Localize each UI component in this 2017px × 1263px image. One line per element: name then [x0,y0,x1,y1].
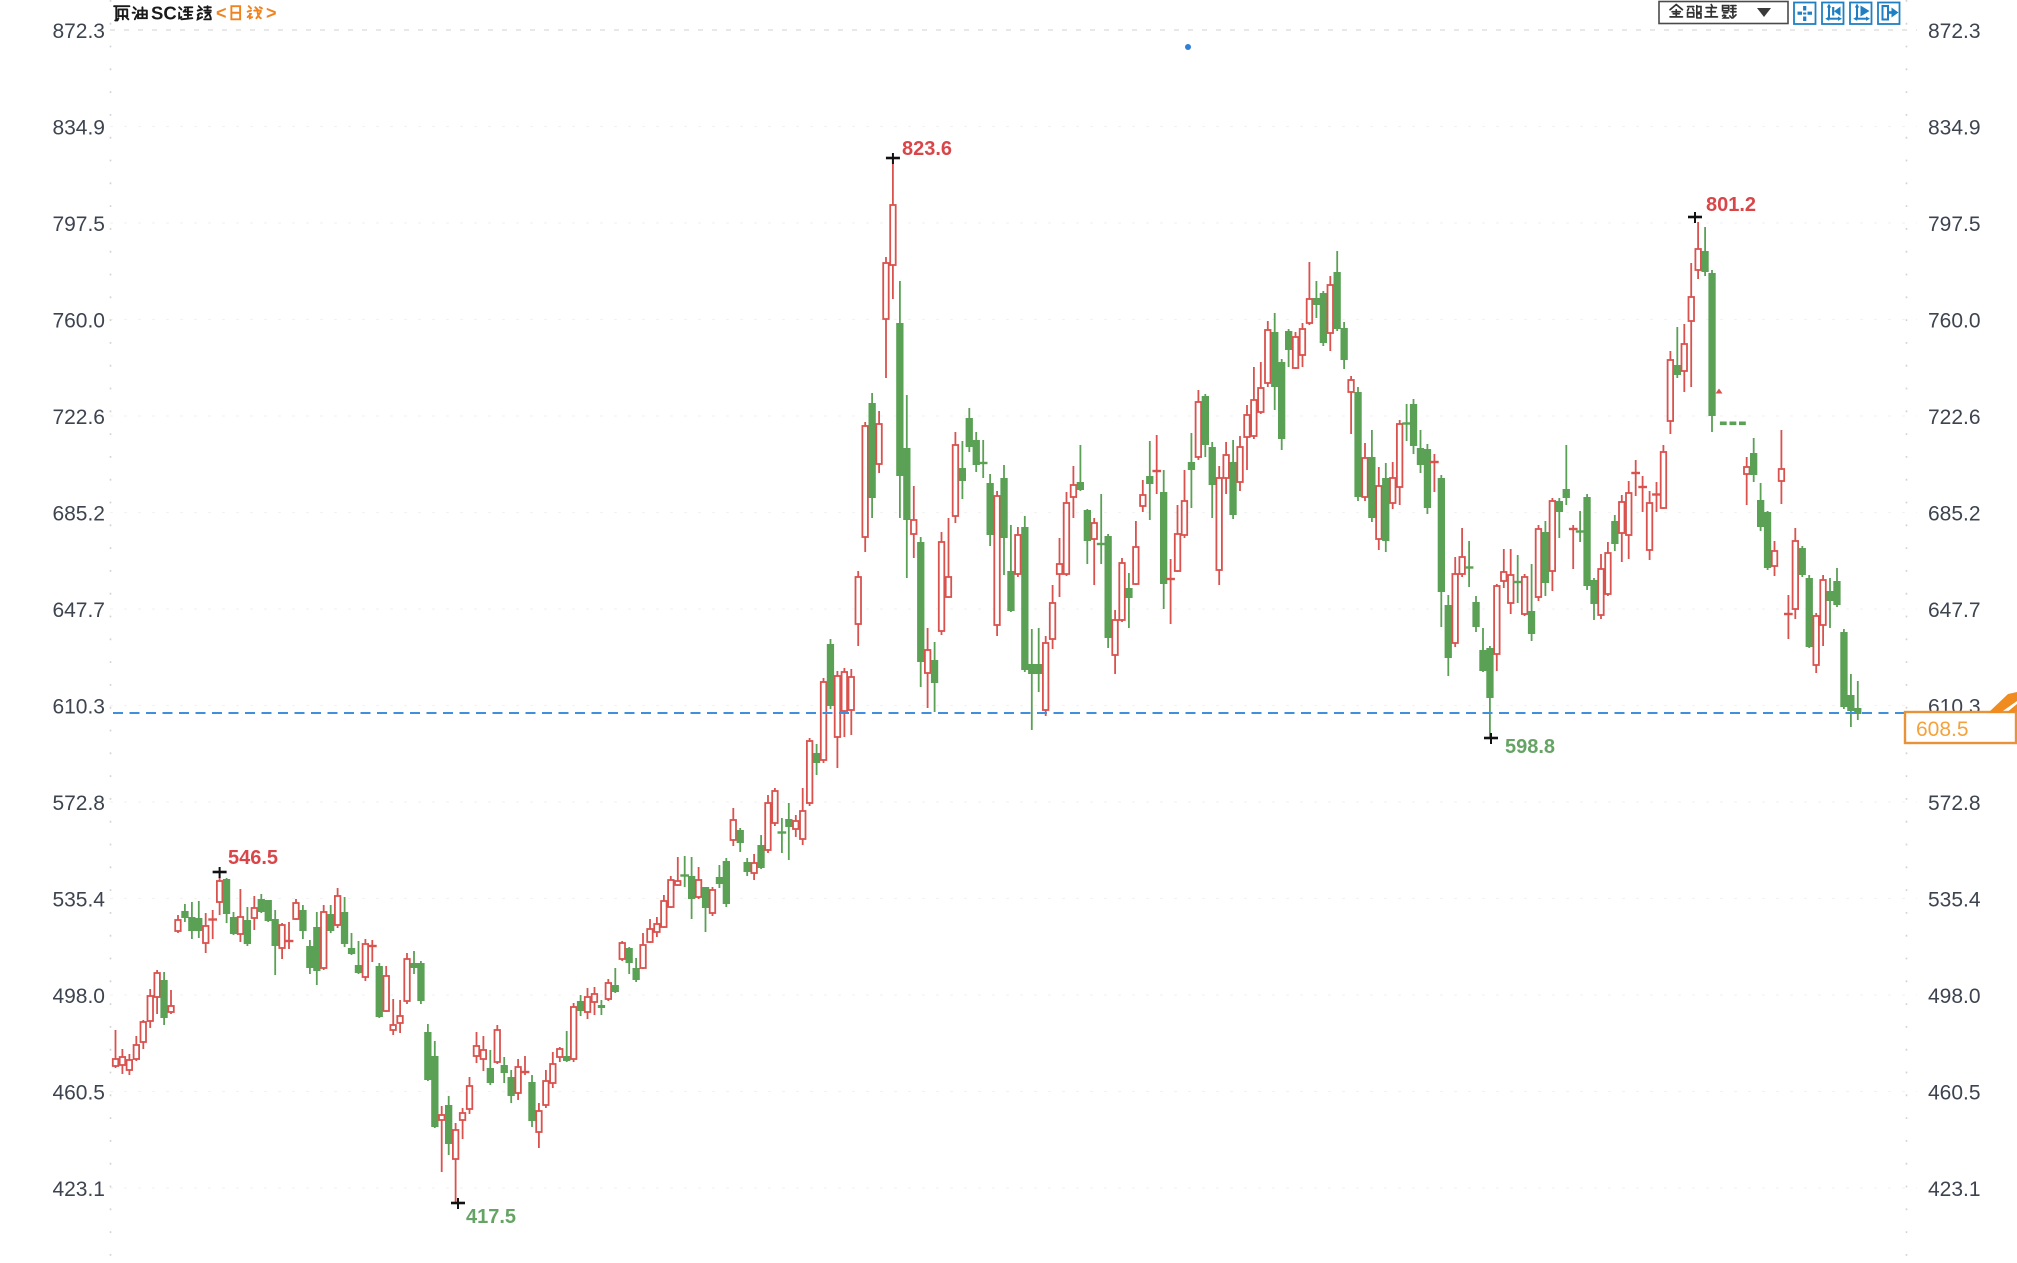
svg-text:535.4: 535.4 [52,889,105,912]
svg-text:498.0: 498.0 [52,985,105,1008]
svg-text:801.2: 801.2 [1706,194,1756,216]
svg-text:797.5: 797.5 [52,213,105,236]
svg-text:608.5: 608.5 [1916,718,1969,741]
svg-text:460.5: 460.5 [1928,1082,1981,1105]
svg-text:797.5: 797.5 [1928,213,1981,236]
svg-text:417.5: 417.5 [466,1206,516,1228]
svg-text:546.5: 546.5 [228,847,278,869]
svg-text:460.5: 460.5 [52,1082,105,1105]
svg-text:SC: SC [151,3,177,24]
svg-text:647.7: 647.7 [1928,599,1981,622]
svg-text:423.1: 423.1 [52,1178,105,1201]
svg-text:760.0: 760.0 [1928,310,1981,333]
svg-text:823.6: 823.6 [902,138,952,160]
svg-text:572.8: 572.8 [52,792,105,815]
svg-text:722.6: 722.6 [52,406,105,429]
svg-text:535.4: 535.4 [1928,889,1981,912]
svg-text:423.1: 423.1 [1928,1178,1981,1201]
svg-text:>: > [266,3,277,23]
svg-text:872.3: 872.3 [52,20,105,43]
svg-text:834.9: 834.9 [1928,117,1981,140]
svg-text:760.0: 760.0 [52,310,105,333]
svg-text:722.6: 722.6 [1928,406,1981,429]
svg-text:834.9: 834.9 [52,117,105,140]
svg-text:572.8: 572.8 [1928,792,1981,815]
svg-text:<: < [216,3,227,23]
svg-text:685.2: 685.2 [52,503,105,526]
svg-text:610.3: 610.3 [52,696,105,719]
svg-text:498.0: 498.0 [1928,985,1981,1008]
svg-text:872.3: 872.3 [1928,20,1981,43]
svg-text:685.2: 685.2 [1928,503,1981,526]
svg-text:598.8: 598.8 [1505,736,1555,758]
svg-text:647.7: 647.7 [52,599,105,622]
